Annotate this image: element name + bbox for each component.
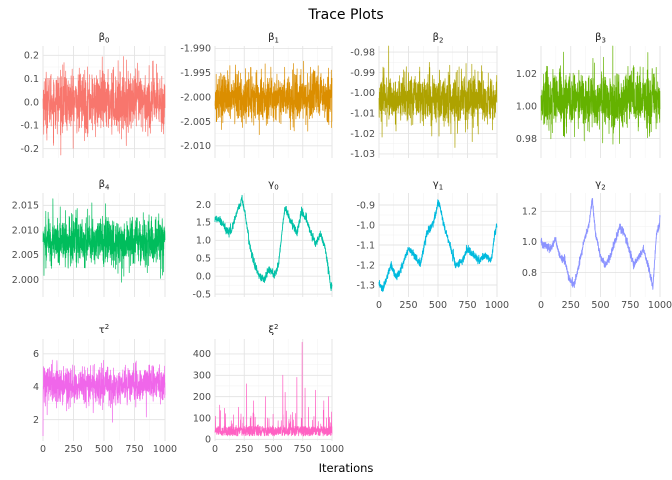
y-tick-label: -2.010	[180, 141, 211, 152]
x-tick-label: 750	[294, 444, 312, 455]
x-tick-label: 750	[458, 300, 476, 311]
y-tick-label: 300	[193, 371, 211, 382]
facet-label-b0: β0	[99, 32, 110, 45]
y-tick-label: -1.01	[350, 109, 375, 120]
y-tick-label: -0.2	[20, 144, 39, 155]
y-tick-label: 1.0	[196, 236, 211, 247]
x-tick-label: 500	[264, 444, 282, 455]
facet-label-b1: β1	[268, 32, 279, 45]
x-tick-label: 1000	[320, 444, 344, 455]
panel-b1: -1.990 -1.995 -2.000 -2.005 -2.010 β1	[180, 32, 333, 158]
y-tick-label: 0.98	[516, 134, 537, 145]
panel-b4: 2.015 2.010 2.005 2.000 β4	[12, 179, 166, 297]
y-tick-label: 200	[193, 392, 211, 403]
y-tick-label: -2.000	[180, 92, 211, 103]
y-tick-label: 1.00	[516, 101, 537, 112]
facet-label-xi2: ξ2	[268, 323, 278, 336]
panel-tau2: 6 4 2 0 250 500 750 1000 τ2	[33, 323, 177, 455]
y-tick-label: 2	[33, 415, 39, 426]
facet-label-g1: γ1	[433, 179, 443, 192]
y-tick-label: 0.8	[522, 268, 537, 279]
panel-g0: 2.0 1.5 1.0 0.5 0.0 -0.5 γ0	[192, 179, 333, 300]
x-tick-label: 500	[95, 444, 113, 455]
y-tick-label: -0.98	[350, 47, 375, 58]
x-tick-label: 0	[376, 300, 382, 311]
y-tick-label: 2.015	[12, 201, 39, 212]
facet-label-b3: β3	[595, 32, 606, 45]
y-tick-label: -0.9	[356, 200, 375, 211]
y-tick-label: -1.990	[180, 44, 211, 55]
y-tick-label: 1.02	[516, 69, 537, 80]
y-tick-label: 0.1	[24, 74, 39, 85]
y-tick-label: 6	[33, 349, 39, 360]
y-tick-label: 0.2	[24, 51, 39, 62]
y-tick-label: 4	[33, 382, 39, 393]
y-tick-label: -0.1	[20, 121, 39, 132]
y-tick-label: -1.02	[350, 129, 375, 140]
trace-line-tau2	[42, 359, 166, 437]
x-tick-label: 250	[235, 444, 253, 455]
x-tick-label: 500	[429, 300, 447, 311]
y-tick-label: 100	[193, 413, 211, 424]
y-tick-label: 0.0	[24, 97, 39, 108]
trace-line-b4	[42, 198, 166, 283]
x-tick-label: 250	[399, 300, 417, 311]
y-tick-label: -1.00	[350, 88, 375, 99]
y-tick-label: -0.5	[192, 289, 211, 300]
y-tick-label: -1.03	[350, 149, 375, 160]
y-tick-label: 400	[193, 349, 211, 360]
x-tick-label: 0	[40, 444, 46, 455]
x-tick-label: 750	[621, 300, 639, 311]
y-tick-label: 1.2	[522, 207, 537, 218]
y-tick-label: 0.5	[196, 254, 211, 265]
facet-label-b4: β4	[99, 179, 110, 192]
trace-line-g2	[540, 198, 661, 290]
x-tick-label: 250	[64, 444, 82, 455]
y-tick-label: 0.0	[196, 272, 211, 283]
y-tick-label: -1.995	[180, 68, 211, 79]
x-tick-label: 250	[562, 300, 580, 311]
facet-label-tau2: τ2	[99, 323, 110, 336]
facet-label-g2: γ2	[595, 179, 605, 192]
y-tick-label: 1.0	[522, 237, 537, 248]
y-tick-label: -1.3	[356, 280, 375, 291]
y-tick-label: 2.000	[12, 275, 39, 286]
trace-line-b3	[540, 45, 661, 145]
x-tick-label: 1000	[485, 300, 509, 311]
trace-line-xi2	[214, 341, 333, 437]
x-tick-label: 0	[538, 300, 544, 311]
facet-label-b2: β2	[433, 32, 444, 45]
x-tick-label: 1000	[648, 300, 672, 311]
x-tick-label: 500	[591, 300, 609, 311]
y-tick-label: 0	[205, 435, 211, 446]
y-tick-label: -2.005	[180, 117, 211, 128]
panel-g2: 1.2 1.0 0.8 0 250 500 750 1000 γ2	[522, 179, 672, 311]
figure-title: Trace Plots	[307, 7, 383, 23]
y-tick-label: 2.010	[12, 225, 39, 236]
trace-line-g0	[214, 194, 333, 291]
y-tick-label: 2.0	[196, 200, 211, 211]
panel-b3: 1.02 1.00 0.98 β3	[516, 32, 661, 158]
panel-g1: -0.9 -1.0 -1.1 -1.2 -1.30 250 500 750 1000 γ1	[356, 179, 509, 311]
y-tick-label: -1.1	[356, 240, 375, 251]
y-tick-label: -0.99	[350, 68, 375, 79]
y-tick-label: 2.005	[12, 250, 39, 261]
y-tick-label: 1.5	[196, 218, 211, 229]
trace-line-b2	[378, 45, 498, 148]
panel-b0: 0.2 0.1 0.0 -0.1 -0.2 β0	[20, 32, 166, 158]
y-tick-label: -1.2	[356, 260, 375, 271]
x-tick-label: 0	[212, 444, 218, 455]
x-tick-label: 750	[125, 444, 143, 455]
y-tick-label: -1.0	[356, 220, 375, 231]
trace-line-g1	[378, 199, 498, 293]
x-tick-label: 1000	[153, 444, 177, 455]
panel-b2: -0.98 -0.99 -1.00 -1.01 -1.02 -1.03 β2	[350, 32, 498, 160]
figure-x-axis-label: Iterations	[319, 461, 374, 475]
facet-panels: 0.2 0.1 0.0 -0.1 -0.2 β0 -1.990 -1.995 -2.000 -2.…	[12, 32, 672, 455]
trace-line-b1	[214, 60, 333, 135]
trace-line-b0	[42, 56, 166, 156]
facet-label-g0: γ0	[268, 179, 278, 192]
